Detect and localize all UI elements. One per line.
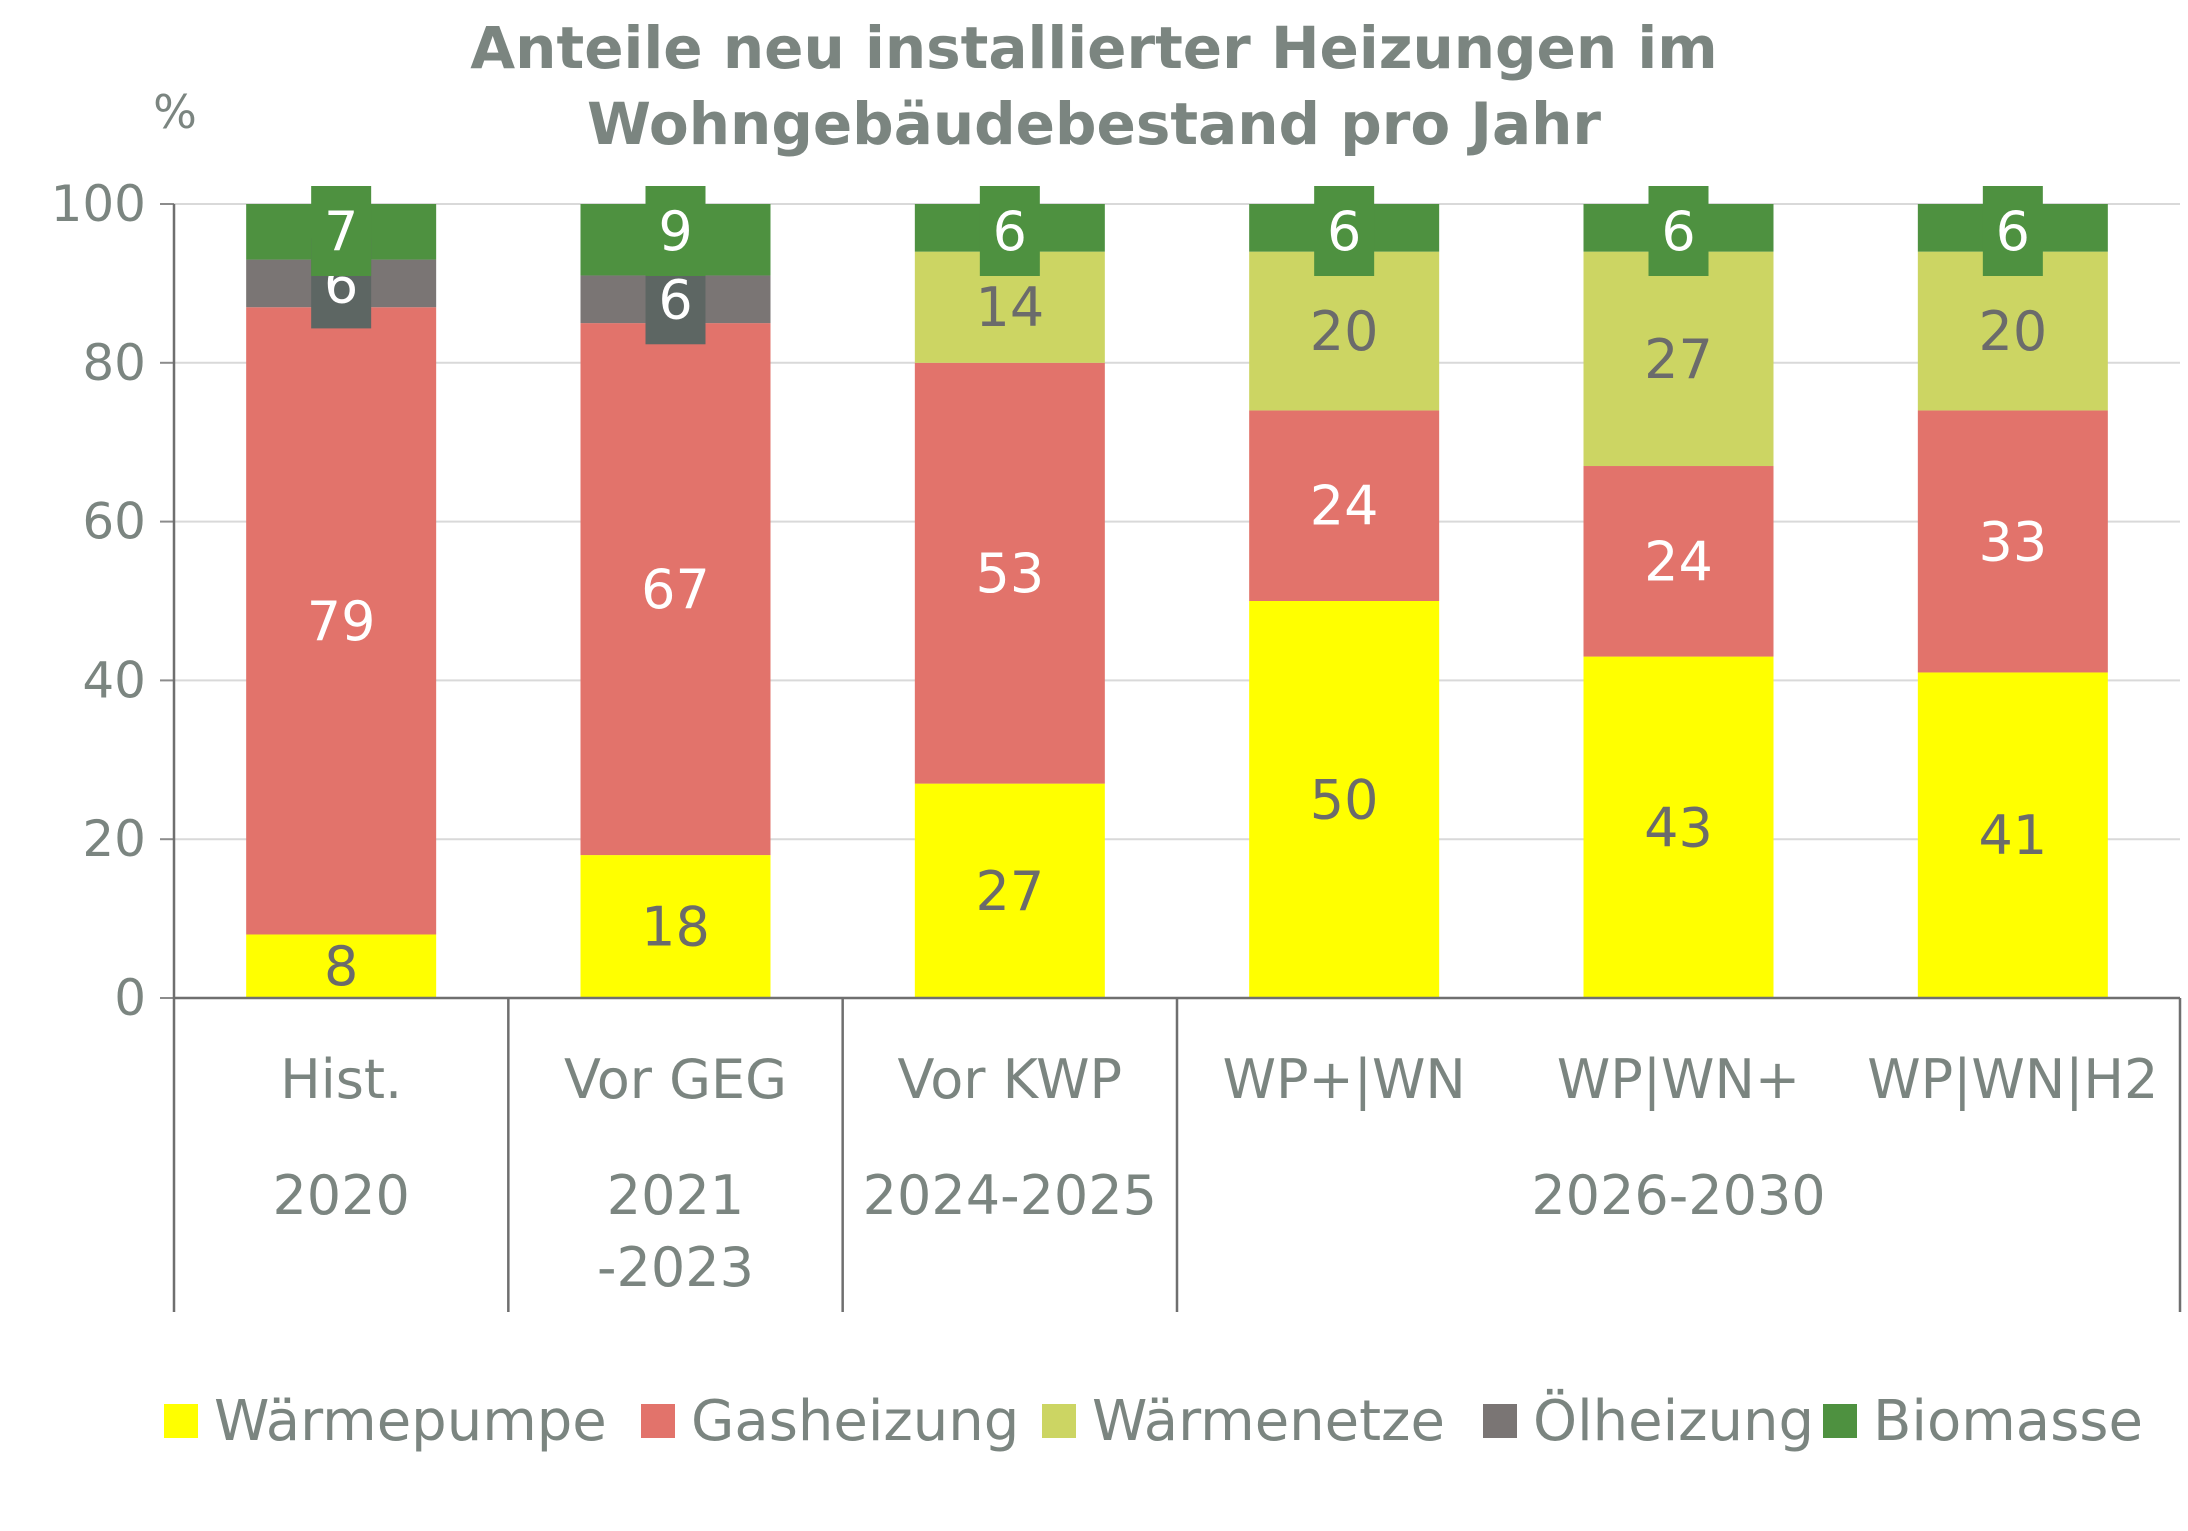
- data-label: 6: [1996, 200, 2030, 263]
- legend-swatch-ölheizung: [1483, 1404, 1517, 1438]
- bar-segment-wärmepumpe: [914, 783, 1105, 998]
- category-label: WP|WN|H2: [1867, 1048, 2158, 1111]
- legend-label: Gasheizung: [691, 1389, 1019, 1454]
- data-label-box: [1648, 186, 1709, 276]
- bar-segment-gasheizung: [1249, 410, 1440, 601]
- legend-swatch-wärmenetze: [1042, 1404, 1076, 1438]
- data-label: 7: [324, 200, 358, 263]
- data-label: 27: [975, 860, 1044, 923]
- bar-segment-wärmenetze: [1917, 251, 2108, 411]
- bar-segments: [246, 204, 2108, 998]
- data-label-box: [979, 186, 1040, 276]
- chart-title-line-2: Wohngebäudebestand pro Jahr: [587, 90, 1601, 158]
- legend-swatch-biomasse: [1823, 1404, 1857, 1438]
- x-axis: [172, 204, 2182, 1312]
- data-label: 67: [641, 558, 710, 621]
- group-label: 2024-2025: [863, 1164, 1157, 1227]
- data-label: 6: [993, 200, 1027, 263]
- group-label: -2023: [597, 1236, 754, 1299]
- legend-label: Ölheizung: [1533, 1389, 1814, 1454]
- data-label: 6: [658, 268, 692, 331]
- y-axis-unit-label: %: [153, 85, 197, 139]
- data-label: 8: [324, 935, 358, 998]
- legend: Wärmepumpe Gasheizung Wärmenetze Ölheizung B…: [164, 1389, 2143, 1454]
- x-axis-labels: Hist. Vor GEG Vor KWP WP+|WN WP|WN+ WP|WN|H2 2…: [272, 1048, 2158, 1299]
- data-label: 20: [1978, 300, 2047, 363]
- data-label: 33: [1978, 510, 2047, 573]
- group-label: 2026-2030: [1531, 1164, 1825, 1227]
- y-tick-label: 60: [82, 493, 146, 551]
- y-tick-label: 100: [51, 175, 146, 233]
- category-label: Hist.: [280, 1048, 402, 1111]
- legend-label: Wärmenetze: [1092, 1389, 1445, 1454]
- category-label: Vor GEG: [564, 1048, 787, 1111]
- data-label: 9: [658, 200, 692, 263]
- legend-swatch-wärmepumpe: [164, 1404, 198, 1438]
- bar-segment-wärmepumpe: [1583, 656, 1774, 998]
- data-label-box: [1314, 186, 1375, 276]
- data-label: 20: [1310, 300, 1379, 363]
- y-tick-label: 20: [82, 810, 146, 868]
- data-label: 27: [1644, 328, 1713, 391]
- bar-segment-wärmepumpe: [246, 934, 437, 998]
- bar-segment-wärmenetze: [1583, 251, 1774, 467]
- data-label: 14: [975, 276, 1044, 339]
- data-label: 50: [1310, 769, 1379, 832]
- category-label: Vor KWP: [898, 1048, 1123, 1111]
- y-axis-ticks: 0 20 40 60 80 100: [51, 175, 174, 1027]
- bar-segment-gasheizung: [580, 323, 771, 856]
- data-label: 43: [1644, 796, 1713, 859]
- data-label: 6: [1327, 200, 1361, 263]
- group-label: 2020: [272, 1164, 409, 1227]
- data-label: 79: [307, 590, 376, 653]
- data-label: 41: [1978, 804, 2047, 867]
- bar-segment-wärmepumpe: [1917, 672, 2108, 998]
- category-label: WP+|WN: [1223, 1048, 1466, 1111]
- chart-title: Anteile neu installierter Heizungen im W…: [470, 14, 1717, 158]
- data-label: 24: [1310, 475, 1379, 538]
- y-tick-label: 40: [82, 651, 146, 709]
- y-tick-label: 0: [114, 969, 146, 1027]
- legend-label: Wärmepumpe: [214, 1389, 607, 1454]
- group-label: 2021: [607, 1164, 744, 1227]
- data-label-box: [311, 186, 372, 276]
- data-label: 6: [1661, 200, 1695, 263]
- legend-label: Biomasse: [1873, 1389, 2143, 1454]
- bar-segment-gasheizung: [246, 307, 437, 935]
- data-label: 53: [975, 542, 1044, 605]
- data-label-box: [645, 186, 706, 276]
- bar-segment-wärmepumpe: [1249, 601, 1440, 998]
- bar-segment-gasheizung: [914, 362, 1105, 784]
- bar-segment-gasheizung: [1583, 466, 1774, 657]
- y-tick-label: 80: [82, 334, 146, 392]
- gridlines: [174, 203, 2180, 999]
- data-label: 18: [641, 896, 710, 959]
- legend-swatch-gasheizung: [641, 1404, 675, 1438]
- data-label: 24: [1644, 530, 1713, 593]
- bar-segment-wärmepumpe: [580, 855, 771, 998]
- chart-title-line-1: Anteile neu installierter Heizungen im: [470, 14, 1717, 82]
- bar-segment-gasheizung: [1917, 410, 2108, 673]
- bar-segment-wärmenetze: [1249, 251, 1440, 411]
- data-label-box: [1982, 186, 2043, 276]
- category-label: WP|WN+: [1557, 1048, 1800, 1111]
